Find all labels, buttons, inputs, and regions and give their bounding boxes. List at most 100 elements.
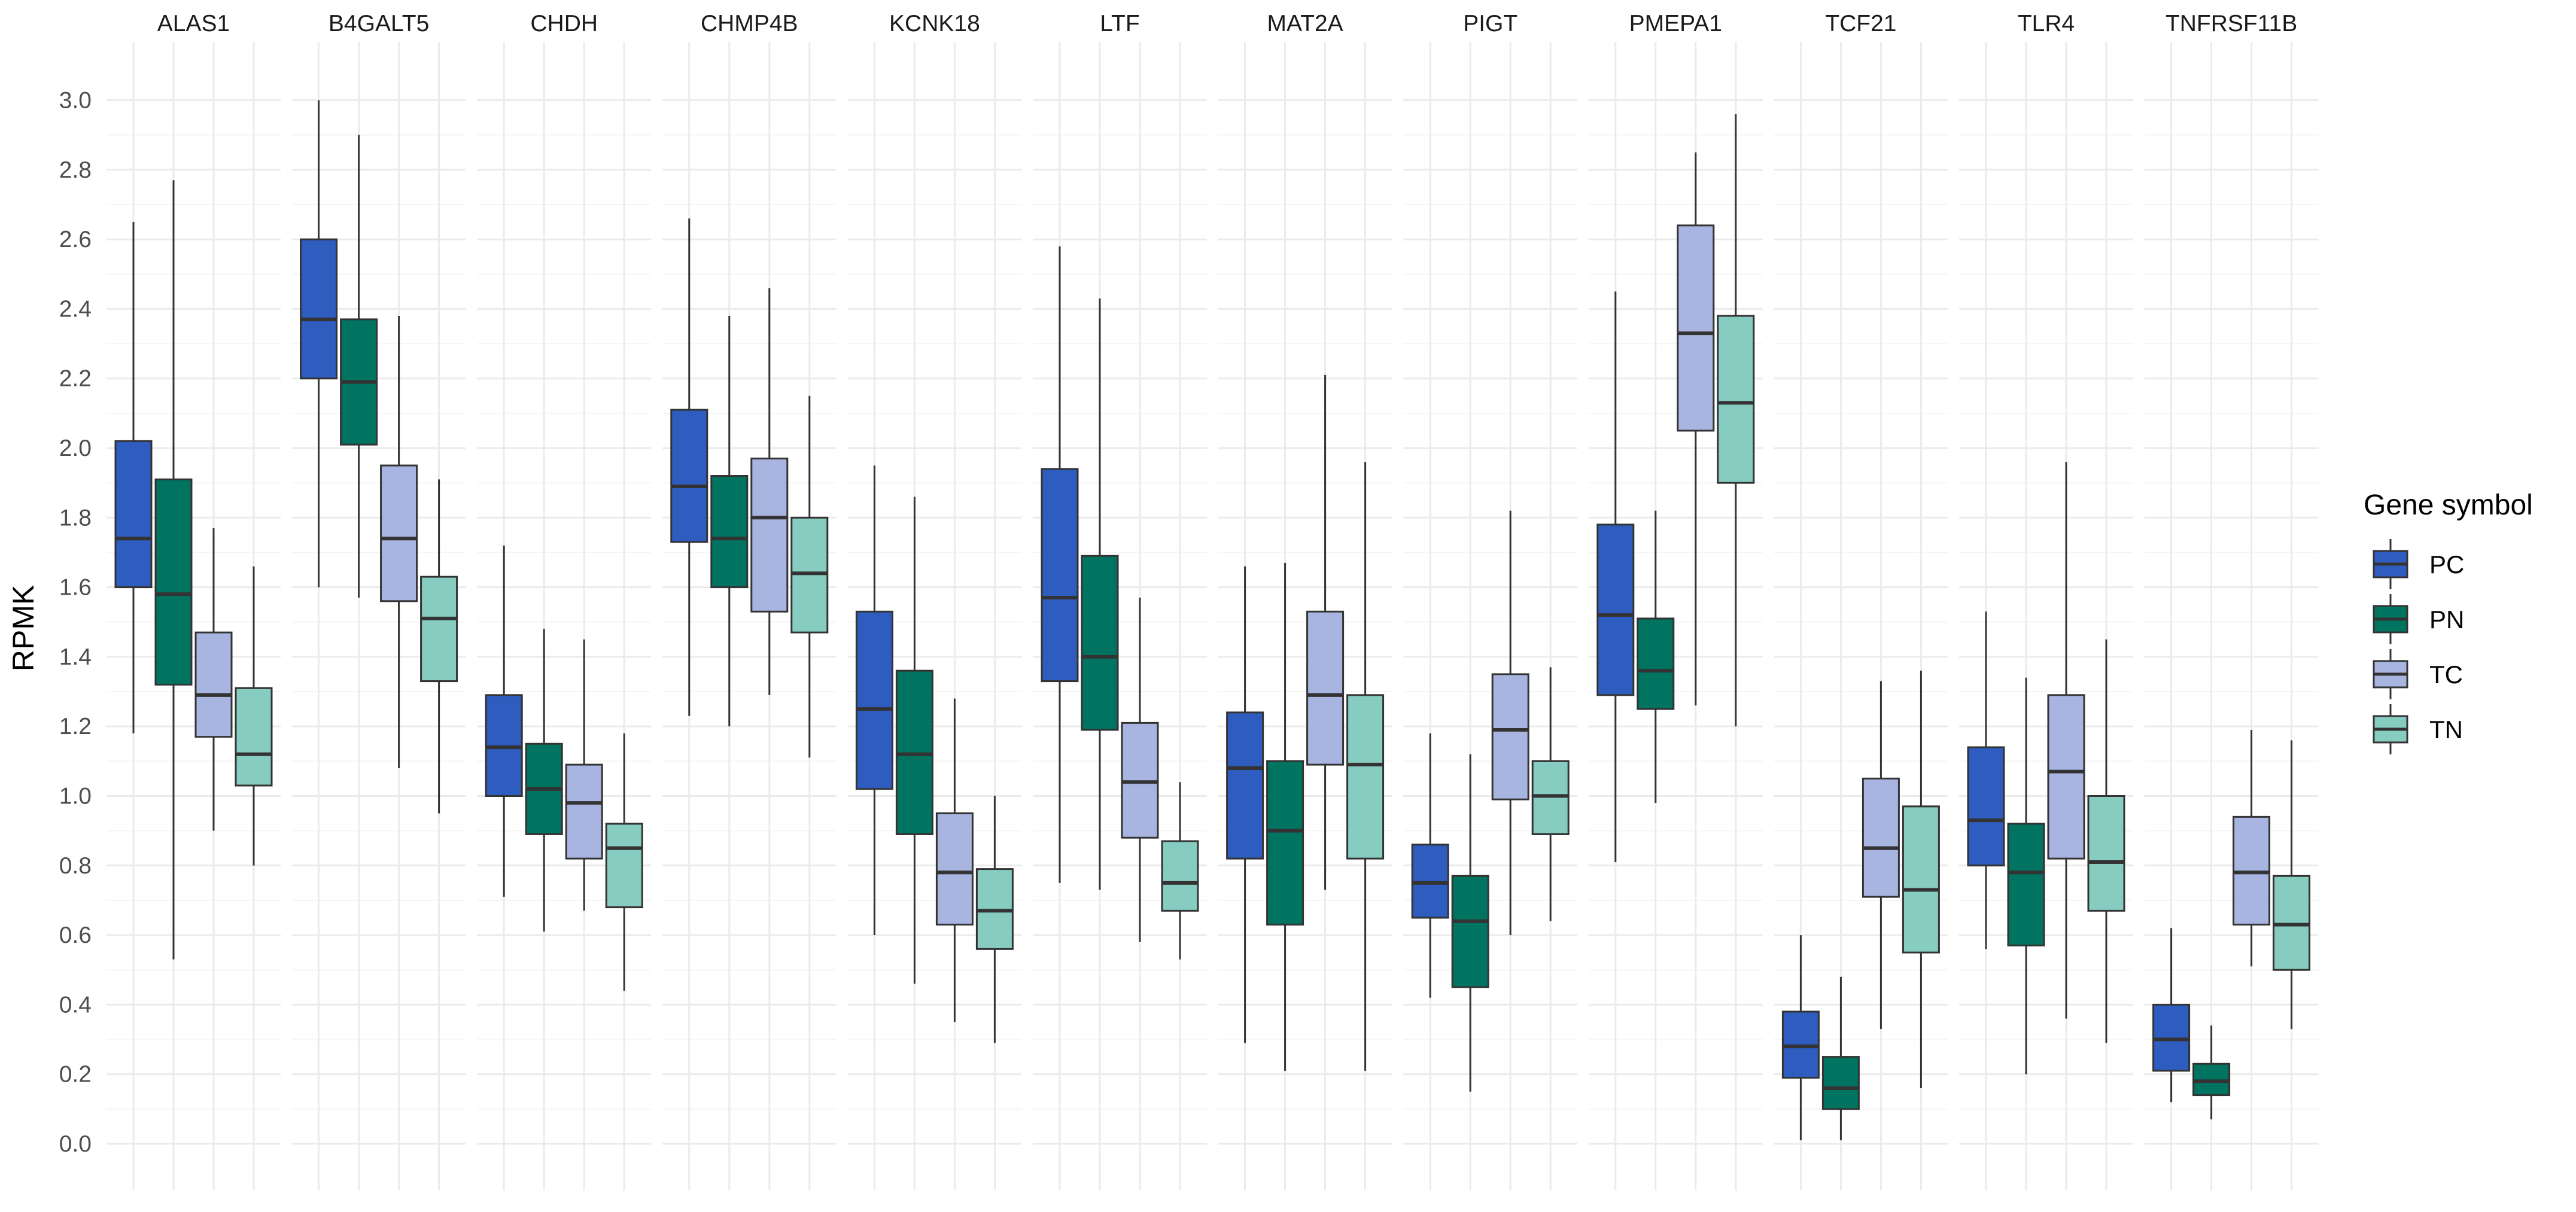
box-tlr4-tn — [2087, 639, 2125, 1043]
facet-label-chdh: CHDH — [530, 11, 598, 36]
box-pmepa1-pc — [1596, 291, 1635, 862]
box-body — [935, 812, 974, 926]
box-kcnk18-pc — [855, 465, 893, 936]
facet-label-tcf21: TCF21 — [1825, 11, 1896, 36]
facet-label-b4galt5: B4GALT5 — [329, 11, 429, 36]
box-tlr4-tc — [2047, 462, 2085, 1019]
box-mat2a-tc — [1306, 374, 1345, 890]
box-body — [1226, 711, 1264, 860]
legend-item-pn: PN — [2373, 594, 2464, 644]
box-mat2a-pc — [1226, 566, 1264, 1043]
box-body — [114, 440, 153, 589]
facet-label-pmepa1: PMEPA1 — [1629, 11, 1722, 36]
box-ltf-pn — [1081, 298, 1119, 890]
y-tick-label: 0.6 — [59, 922, 92, 948]
box-pmepa1-pn — [1637, 510, 1675, 803]
box-ltf-tn — [1161, 782, 1199, 960]
box-body — [1862, 777, 1900, 898]
box-body — [1306, 610, 1345, 766]
y-tick-label: 1.2 — [59, 714, 92, 739]
box-body — [1041, 468, 1079, 683]
box-chmp4b-tc — [750, 288, 789, 695]
facet-label-ltf: LTF — [1100, 11, 1139, 36]
box-body — [1491, 673, 1529, 800]
box-kcnk18-tn — [975, 796, 1014, 1043]
box-tlr4-pc — [1967, 611, 2005, 949]
facet-label-tnfrsf11b: TNFRSF11B — [2166, 11, 2297, 36]
facet-label-chmp4b: CHMP4B — [701, 11, 798, 36]
box-pmepa1-tc — [1677, 152, 1715, 706]
box-b4galt5-tc — [380, 316, 418, 768]
box-body — [1821, 1056, 1860, 1110]
facet-strip-labels: ALAS1 B4GALT5 CHDH CHMP4B KCNK18 LTF MAT2A PIGT… — [157, 11, 2297, 36]
legend-item-tn: TN — [2373, 704, 2463, 754]
facet-label-pigt: PIGT — [1463, 11, 1517, 36]
box-body — [855, 610, 893, 790]
box-ltf-tc — [1121, 598, 1159, 942]
box-tcf21-pn — [1821, 976, 1860, 1141]
facet-label-tlr4: TLR4 — [2018, 11, 2075, 36]
box-body — [1161, 840, 1199, 912]
box-body — [2087, 795, 2125, 912]
box-chmp4b-pc — [670, 218, 708, 716]
box-body — [1266, 760, 1304, 926]
legend-title: Gene symbol — [2364, 489, 2533, 521]
box-body — [1902, 805, 1940, 954]
box-tnfrsf11b-pn — [2192, 1025, 2231, 1120]
box-body — [420, 575, 458, 683]
box-chdh-tc — [565, 639, 603, 911]
box-pigt-pc — [1411, 733, 1449, 998]
box-tnfrsf11b-pc — [2152, 928, 2191, 1103]
legend-label: TN — [2429, 715, 2463, 744]
box-ltf-pc — [1041, 246, 1079, 883]
box-tcf21-tn — [1902, 671, 1940, 1088]
box-chdh-pn — [525, 629, 563, 932]
y-tick-label: 2.8 — [59, 157, 92, 183]
box-body — [194, 631, 233, 738]
box-tcf21-tc — [1862, 681, 1900, 1030]
box-body — [2007, 823, 2045, 947]
box-alas1-tc — [194, 528, 233, 831]
box-pigt-pn — [1451, 754, 1489, 1092]
facet-label-mat2a: MAT2A — [1267, 11, 1343, 36]
box-mat2a-tn — [1346, 462, 1385, 1071]
box-body — [235, 687, 273, 787]
box-b4galt5-pn — [340, 135, 378, 598]
facet-label-kcnk18: KCNK18 — [889, 11, 980, 36]
box-body — [750, 457, 789, 613]
box-mat2a-pn — [1266, 562, 1304, 1071]
y-tick-label: 1.0 — [59, 784, 92, 809]
box-pigt-tc — [1491, 510, 1529, 936]
legend-label: TC — [2429, 660, 2463, 689]
box-body — [300, 238, 338, 380]
y-axis-label: RPMK — [7, 585, 40, 671]
box-chmp4b-pn — [710, 316, 749, 727]
y-tick-label: 1.4 — [59, 644, 92, 670]
box-tlr4-pn — [2007, 677, 2045, 1074]
y-tick-label: 2.0 — [59, 436, 92, 461]
box-kcnk18-pn — [895, 497, 933, 984]
y-tick-label: 2.2 — [59, 366, 92, 392]
boxplot-marks — [114, 100, 2311, 1141]
box-alas1-tn — [235, 566, 273, 866]
box-body — [380, 464, 418, 602]
box-body — [670, 409, 708, 543]
y-tick-label: 1.6 — [59, 575, 92, 601]
box-body — [154, 478, 193, 686]
box-chmp4b-tn — [790, 395, 829, 758]
box-body — [605, 823, 643, 909]
box-pigt-tn — [1531, 667, 1570, 921]
box-alas1-pn — [154, 180, 193, 960]
facet-label-alas1: ALAS1 — [157, 11, 230, 36]
box-body — [1596, 523, 1635, 696]
y-tick-label: 0.4 — [59, 992, 92, 1018]
box-body — [1346, 694, 1385, 860]
y-tick-label: 2.6 — [59, 227, 92, 252]
box-chdh-pc — [485, 545, 523, 897]
box-body — [1677, 224, 1715, 432]
y-tick-label: 0.2 — [59, 1062, 92, 1088]
legend-items: PC PN TC TN — [2373, 539, 2464, 754]
legend: Gene symbol PC PN TC TN — [2364, 489, 2533, 754]
y-tick-label: 0.0 — [59, 1131, 92, 1157]
box-b4galt5-pc — [300, 100, 338, 587]
